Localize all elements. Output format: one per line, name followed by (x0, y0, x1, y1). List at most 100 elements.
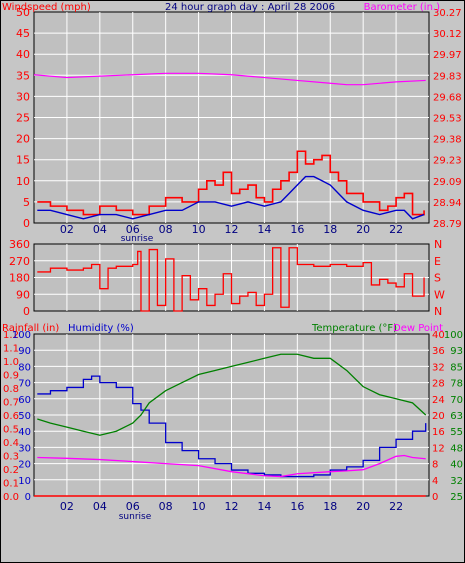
y-tick-label: 29.23 (433, 156, 462, 167)
temperature-line (37, 353, 427, 436)
y-tick-label: 85 (450, 362, 463, 373)
y-tick-label: 55 (450, 427, 463, 438)
y-tick-label: 29.09 (433, 177, 462, 188)
y-tick-label: 90 (16, 288, 30, 301)
x-tick-label: 02 (60, 500, 74, 513)
y-tick-label: 0 (432, 492, 438, 503)
y-tick-label: 93 (450, 346, 463, 357)
y-tick-label: E (434, 255, 441, 268)
y-tick-label: 100 (444, 330, 463, 341)
wind-panel: 0 5 10 15 20 25 30 35 40 45 50 28.79 28.94 29.09 29.2… (2, 2, 462, 244)
wind-x-ticks: 02 04 06 08 10 12 14 16 18 20 22 (60, 223, 403, 236)
y-tick-label: 50 (18, 411, 31, 422)
y-tick-label: 70 (450, 395, 463, 406)
dewpoint-axis-label: Dew Point (393, 323, 443, 334)
y-tick-label: 15 (16, 154, 30, 167)
x-tick-label: 10 (192, 500, 206, 513)
y-tick-label: 4 (432, 476, 438, 487)
y-tick-label: 29.53 (433, 114, 462, 125)
y-tick-label: S (434, 272, 441, 285)
y-tick-label: 50 (16, 6, 30, 19)
y-tick-label: 100 (12, 330, 31, 341)
x-tick-label: 14 (257, 223, 271, 236)
x-tick-label: 22 (389, 223, 403, 236)
y-tick-label: 5 (23, 196, 30, 209)
y-tick-label: W (434, 288, 445, 301)
y-tick-label: 360 (9, 238, 30, 251)
y-tick-label: 25 (450, 492, 463, 503)
avg-wind-line (37, 175, 425, 220)
y-tick-label: 78 (450, 379, 463, 390)
chart-title: 24 hour graph day : April 28 2006 (165, 2, 335, 13)
y-tick-label: 10 (18, 476, 31, 487)
y-tick-label: 20 (16, 133, 30, 146)
x-tick-label: 16 (290, 223, 304, 236)
y-tick-label: 20 (432, 411, 445, 422)
x-tick-label: 12 (225, 223, 239, 236)
x-tick-label: 18 (323, 500, 337, 513)
y-tick-label: 180 (9, 272, 30, 285)
y-tick-label: 1.2 (3, 330, 19, 341)
x-tick-label: 20 (356, 500, 370, 513)
y-tick-label: 28.94 (433, 198, 462, 209)
y-tick-label: 63 (450, 411, 463, 422)
y-tick-label: 12 (432, 443, 445, 454)
y-tick-label: 8 (432, 460, 438, 471)
rain-y-ticks: 0.0 0.1 0.2 0.3 0.4 0.5 0.6 0.7 0.8 0.9 1.0 1.1 1.2 (3, 330, 19, 503)
y-tick-label: 45 (16, 27, 30, 40)
y-tick-label: 40 (432, 330, 445, 341)
y-tick-label: 0 (23, 305, 30, 318)
temperature-x-ticks: 02 04 06 08 10 12 14 16 18 20 22 (60, 500, 403, 513)
x-tick-label: 06 (126, 500, 140, 513)
y-tick-label: 30 (16, 90, 30, 103)
humidity-y-ticks: 0 10 20 30 40 50 60 70 80 90 100 (12, 330, 31, 503)
y-tick-label: 0.0 (3, 492, 19, 503)
temperature-panel: 0.00.10.20.30.40.50.60.70.80.91.01.11.2 … (2, 323, 463, 522)
y-tick-label: 0 (25, 492, 31, 503)
y-tick-label: 30.12 (433, 29, 462, 40)
x-tick-label: 04 (93, 223, 107, 236)
y-tick-label: 0.6 (3, 411, 19, 422)
y-tick-label: 32 (450, 476, 463, 487)
humidity-line (37, 375, 427, 478)
y-tick-label: 32 (432, 362, 445, 373)
x-tick-label: 10 (192, 223, 206, 236)
y-tick-label: 0.2 (3, 465, 19, 476)
y-tick-label: 48 (450, 443, 463, 454)
wind-series (33, 72, 426, 220)
wind-axis-label: Windspeed (mph) (2, 2, 91, 13)
y-tick-label: 1.0 (3, 357, 19, 368)
y-tick-label: 28 (432, 379, 445, 390)
x-tick-label: 14 (257, 500, 271, 513)
y-tick-label: 29.38 (433, 135, 462, 146)
y-tick-label: 80 (18, 362, 31, 373)
y-tick-label: N (434, 238, 442, 251)
x-tick-label: 02 (60, 223, 74, 236)
direction-series (37, 247, 425, 312)
y-tick-label: 1.1 (3, 344, 19, 355)
temperature-axis-label: Temperature (°F) (311, 323, 397, 334)
y-tick-label: 29.97 (433, 50, 462, 61)
y-tick-label: 29.83 (433, 71, 462, 82)
x-tick-label: 08 (159, 223, 173, 236)
wind-y-ticks: 0 5 10 15 20 25 30 35 40 45 50 (16, 6, 30, 230)
y-tick-label: 30.27 (433, 8, 462, 19)
y-tick-label: 20 (18, 460, 31, 471)
x-tick-label: 06 (126, 223, 140, 236)
humidity-axis-label: Humidity (%) (68, 323, 134, 334)
rainfall-axis-label: Rainfall (in) (2, 323, 59, 334)
y-tick-label: 40 (18, 427, 31, 438)
y-tick-label: 35 (16, 69, 30, 82)
y-tick-label: 24 (432, 395, 445, 406)
y-tick-label: N (434, 305, 442, 318)
barometer-y-ticks: 28.79 28.94 29.09 29.23 29.38 29.53 29.68 29.83… (433, 8, 462, 230)
y-tick-label: 0 (23, 217, 30, 230)
x-tick-label: 20 (356, 223, 370, 236)
x-tick-label: 16 (290, 500, 304, 513)
y-tick-label: 10 (16, 175, 30, 188)
y-tick-label: 29.68 (433, 92, 462, 103)
x-tick-label: 22 (389, 500, 403, 513)
